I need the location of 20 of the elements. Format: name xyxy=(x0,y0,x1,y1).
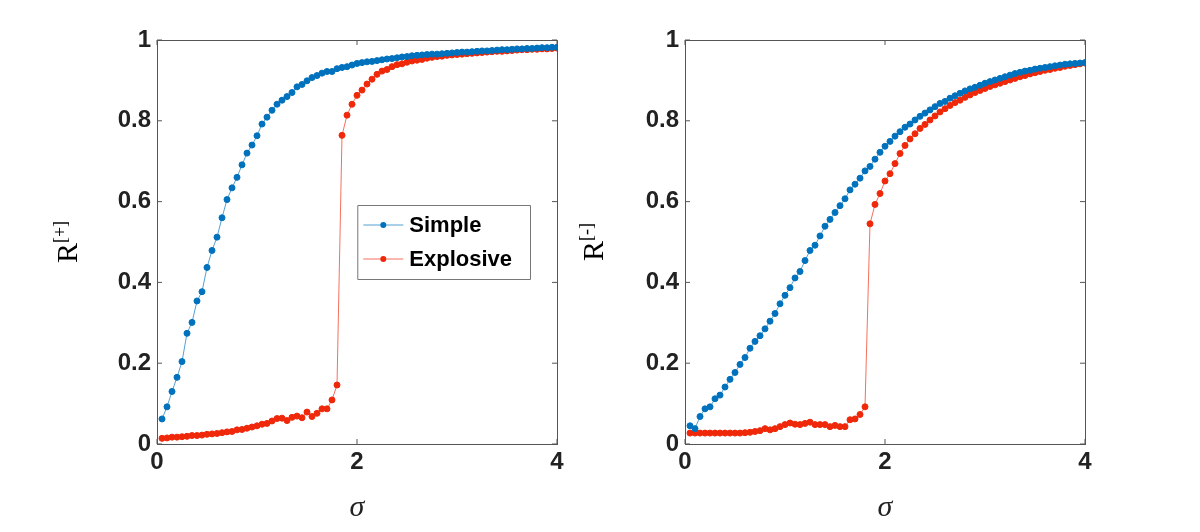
y-tick-label: 1 xyxy=(665,24,679,52)
y-tick-label: 0 xyxy=(137,428,151,456)
x-tick-label: 4 xyxy=(550,447,565,475)
y-tick-label: 0.2 xyxy=(117,347,151,375)
y-tick-label: 0 xyxy=(665,428,679,456)
legend-label: Simple xyxy=(409,212,482,238)
y-tick-label: 0.8 xyxy=(117,105,151,133)
legend-label: Explosive xyxy=(409,246,512,272)
y-tick-label: 0.8 xyxy=(645,105,679,133)
y-tick-label: 0.4 xyxy=(117,267,152,295)
x-tick-label: 2 xyxy=(350,447,364,475)
y-tick-label: 0.6 xyxy=(117,186,151,214)
x-tick-label: 2 xyxy=(878,447,892,475)
y-tick-label: 0.2 xyxy=(645,347,679,375)
x-axis-title: σ xyxy=(349,488,366,522)
x-tick-label: 4 xyxy=(1078,447,1093,475)
y-tick-label: 0.4 xyxy=(645,267,680,295)
x-axis-title: σ xyxy=(877,488,894,522)
y-tick-label: 0.6 xyxy=(645,186,679,214)
y-tick-label: 1 xyxy=(137,24,151,52)
